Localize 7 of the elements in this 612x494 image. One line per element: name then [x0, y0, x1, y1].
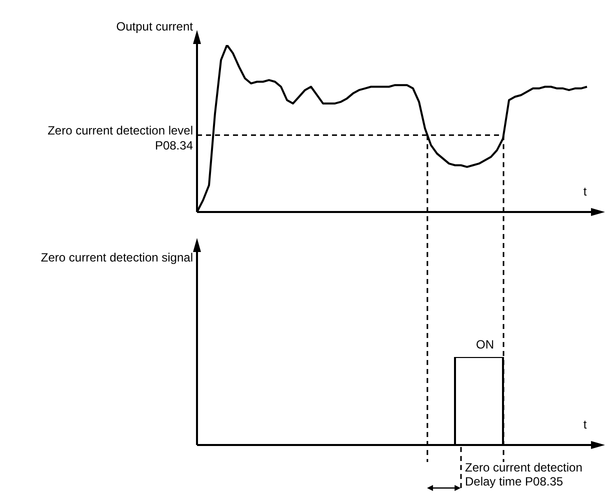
y-axis-title: Zero current detection signal — [40, 250, 193, 264]
annotation: ON — [476, 337, 494, 352]
y-axis-title: Output current — [116, 19, 194, 34]
x-axis-title: t — [583, 417, 588, 432]
ref-line-label: Zero current detection level P08.34 — [48, 123, 194, 152]
x-axis-title: t — [583, 184, 588, 198]
text: Zero current detection Delay time P08.35 — [465, 460, 582, 488]
